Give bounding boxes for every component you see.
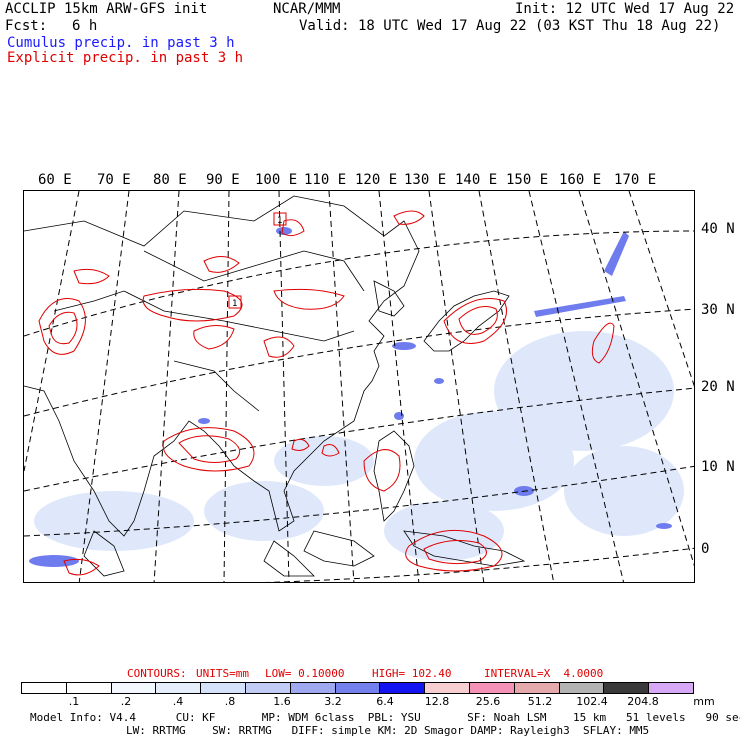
colorbar-swatch	[649, 683, 693, 693]
legend-cumulus: Cumulus precip. in past 3 h	[7, 35, 235, 51]
colorbar-swatch	[559, 683, 605, 693]
contours-low: LOW= 0.10000	[265, 667, 345, 680]
lon-label: 160 E	[559, 172, 602, 188]
colorbar-swatch	[201, 683, 246, 693]
station-markers: 1 1	[228, 212, 287, 309]
model-title: ACCLIP 15km ARW-GFS init	[5, 1, 208, 17]
lon-label: 100 E	[255, 172, 298, 188]
footer-physics-info: LW: RRTMG SW: RRTMG DIFF: simple KM: 2D …	[126, 724, 650, 737]
valid-time: Valid: 18 UTC Wed 17 Aug 22 (03 KST Thu …	[299, 18, 721, 34]
colorbar-swatch	[156, 683, 202, 693]
lon-label: 120 E	[355, 172, 398, 188]
map-canvas: 1 1	[24, 191, 694, 582]
colorbar-swatch	[245, 683, 291, 693]
forecast-value: 6 h	[72, 18, 98, 34]
map-panel: 1 1	[23, 190, 695, 583]
marker-label: 1	[232, 299, 238, 309]
colorbar	[21, 682, 694, 694]
colorbar-tick: .4	[172, 695, 184, 708]
colorbar-tick: .2	[120, 695, 132, 708]
colorbar-unit: mm	[693, 695, 715, 708]
center-label: NCAR/MMM	[273, 1, 341, 17]
contours-high: HIGH= 102.40	[372, 667, 452, 680]
colorbar-swatch	[380, 683, 426, 693]
coastlines	[24, 195, 526, 577]
colorbar-swatch	[604, 683, 650, 693]
lon-label: 60 E	[38, 172, 72, 188]
contours-units: UNITS=mm	[196, 667, 249, 680]
colorbar-tick: 6.4	[376, 695, 394, 708]
lon-label: 170 E	[614, 172, 657, 188]
colorbar-swatch	[514, 683, 560, 693]
lat-label: 40 N	[701, 221, 735, 237]
lat-label: 10 N	[701, 459, 735, 475]
lon-label: 70 E	[97, 172, 131, 188]
colorbar-swatch	[425, 683, 470, 693]
colorbar-tick: 3.2	[324, 695, 342, 708]
colorbar-swatch	[22, 683, 67, 693]
lat-label: 30 N	[701, 302, 735, 318]
lon-label: 80 E	[153, 172, 187, 188]
contours-label: CONTOURS:	[127, 667, 187, 680]
colorbar-swatch	[111, 683, 157, 693]
legend-explicit: Explicit precip. in past 3 h	[7, 50, 244, 66]
colorbar-tick: 102.4	[576, 695, 608, 708]
lon-label: 150 E	[506, 172, 549, 188]
lat-label: 20 N	[701, 379, 735, 395]
lon-label: 140 E	[455, 172, 498, 188]
lon-label: 130 E	[404, 172, 447, 188]
cumulus-precip-shading	[34, 331, 684, 561]
colorbar-tick: 25.6	[475, 695, 501, 708]
colorbar-tick: 12.8	[424, 695, 450, 708]
lat-label: 0	[701, 541, 710, 557]
cumulus-precip-cores	[29, 227, 672, 567]
colorbar-swatch	[290, 683, 336, 693]
graticule	[24, 191, 694, 582]
colorbar-tick: 1.6	[273, 695, 291, 708]
marker-label: 1	[277, 216, 283, 226]
lon-label: 90 E	[206, 172, 240, 188]
colorbar-tick: 51.2	[527, 695, 553, 708]
colorbar-tick: 204.8	[627, 695, 659, 708]
contours-interval: INTERVAL=X 4.0000	[484, 667, 604, 680]
colorbar-tick: .8	[224, 695, 236, 708]
explicit-precip-contours	[38, 210, 615, 576]
lon-label: 110 E	[304, 172, 347, 188]
colorbar-swatch	[469, 683, 515, 693]
colorbar-tick: .1	[68, 695, 80, 708]
colorbar-swatch	[66, 683, 112, 693]
colorbar-swatch	[335, 683, 381, 693]
init-time: Init: 12 UTC Wed 17 Aug 22	[515, 1, 735, 17]
forecast-label: Fcst:	[5, 18, 48, 34]
footer-model-info: Model Info: V4.4 CU: KF MP: WDM 6class P…	[30, 711, 740, 724]
